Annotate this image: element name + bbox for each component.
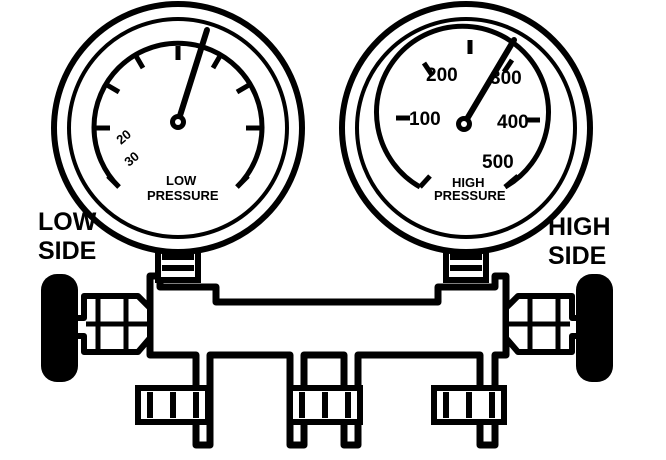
- high-gauge-scale-arc: [374, 23, 551, 190]
- low-side-valve: [41, 274, 153, 382]
- high-side-label: HIGH SIDE: [548, 213, 611, 271]
- high-scale-number-200: 200: [426, 65, 458, 86]
- high-scale-number-500: 500: [482, 152, 514, 173]
- low-side-label-line1: LOW: [38, 208, 97, 236]
- high-gauge-caption-line1: HIGH: [452, 175, 485, 190]
- right-service-port: [431, 385, 507, 425]
- high-gauge-caption-line2: PRESSURE: [434, 188, 506, 203]
- high-scale-number-100: 100: [409, 109, 441, 130]
- high-gauge-needle: [461, 37, 517, 127]
- low-gauge-scale-arc: [91, 40, 265, 189]
- low-gauge-ticks: [96, 46, 260, 131]
- center-service-port: [287, 385, 363, 425]
- high-side-label-line1: HIGH: [548, 213, 611, 241]
- low-side-label-line2: SIDE: [38, 237, 97, 265]
- left-service-port: [135, 385, 211, 425]
- high-pressure-gauge: 100 200 300 400 500 HIGH PRESSURE: [339, 1, 593, 255]
- high-side-label-line2: SIDE: [548, 242, 607, 270]
- low-valve-knob[interactable]: [41, 274, 78, 382]
- low-gauge-caption-line1: LOW: [166, 173, 197, 188]
- low-gauge-face-ring: [67, 17, 289, 239]
- high-scale-number-300: 300: [490, 68, 522, 89]
- high-gauge-ticks: [396, 40, 540, 123]
- low-pressure-gauge: 20 30 LOW PRESSURE: [51, 1, 305, 255]
- low-gauge-caption-line2: PRESSURE: [147, 188, 219, 203]
- high-gauge-face-ring: [355, 17, 577, 239]
- high-scale-number-400: 400: [497, 112, 529, 133]
- high-side-valve: [503, 274, 613, 382]
- high-valve-knob[interactable]: [576, 274, 613, 382]
- low-gauge-needle: [175, 27, 210, 125]
- low-side-label: LOW SIDE: [38, 208, 96, 266]
